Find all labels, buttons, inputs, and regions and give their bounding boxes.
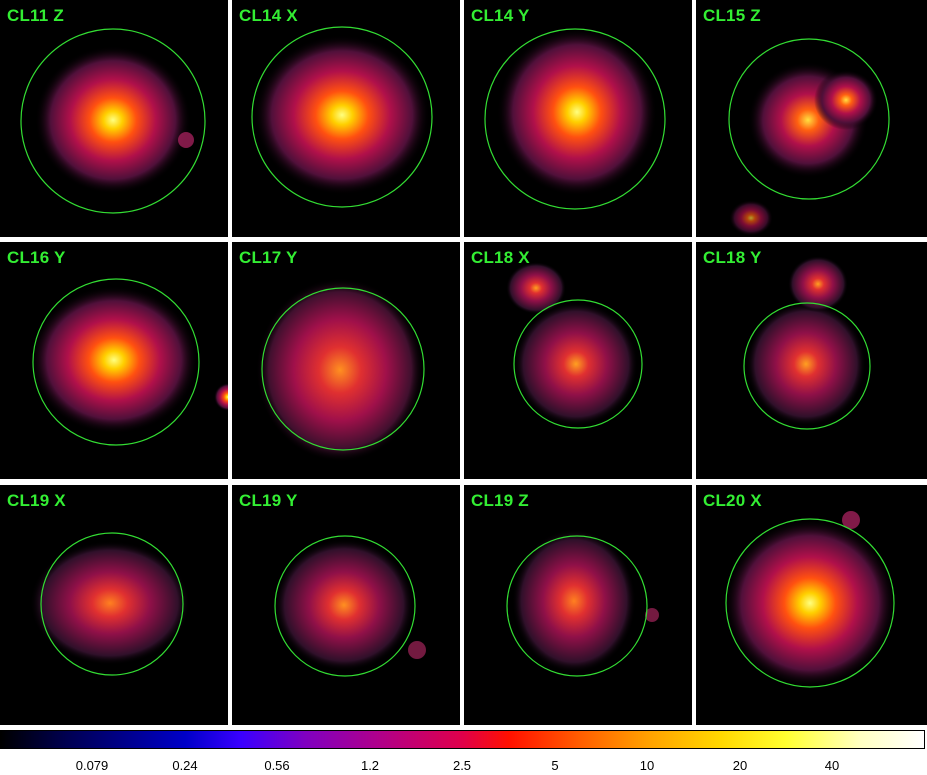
cluster-image — [728, 38, 890, 236]
aperture-circle — [743, 302, 871, 430]
source-blob — [506, 262, 566, 314]
colorbar-tick: 1.2 — [360, 758, 380, 773]
cluster-emission — [256, 278, 424, 462]
aperture-circle — [20, 28, 206, 214]
cluster-emission-secondary — [814, 70, 878, 130]
cluster-emission — [254, 35, 430, 195]
panel-cl18-y: CL18 Y — [696, 242, 927, 479]
cluster-image — [484, 28, 666, 210]
colorbar — [0, 730, 925, 749]
panel-cl15-z: CL15 Z — [696, 0, 927, 237]
colorbar-tick: 10 — [639, 758, 655, 773]
colorbar-tick: 2.5 — [452, 758, 472, 773]
cluster-image — [506, 529, 659, 677]
aperture-circle — [506, 535, 648, 677]
cluster-emission — [512, 529, 636, 673]
source-blob — [842, 511, 860, 529]
panel-label: CL14 X — [239, 6, 298, 25]
panel-cl18-x: CL18 X — [464, 242, 692, 479]
panel-cl19-x: CL19 X — [0, 485, 228, 725]
cluster-image — [30, 278, 228, 446]
source-blob — [645, 608, 659, 622]
cluster-image — [274, 535, 426, 677]
cluster-emission — [30, 541, 190, 665]
panel-label: CL19 X — [7, 491, 66, 510]
panel-cl19-y: CL19 Y — [232, 485, 460, 725]
colorbar-tick: 40 — [824, 758, 840, 773]
cluster-image — [724, 511, 896, 688]
aperture-circle — [728, 38, 890, 200]
aperture-circle — [261, 287, 425, 451]
aperture-circle — [513, 299, 643, 429]
panel-label: CL15 Z — [703, 6, 761, 25]
colorbar-tick: 0.079 — [75, 758, 109, 773]
aperture-circle — [251, 26, 433, 208]
cluster-emission — [274, 539, 414, 671]
cluster-image — [20, 28, 206, 214]
panel-label: CL18 Y — [703, 248, 762, 267]
source-blob — [729, 200, 773, 236]
source-blob — [408, 641, 426, 659]
cluster-emission — [30, 286, 198, 434]
cluster-image — [256, 278, 425, 462]
panel-cl17-y: CL17 Y — [232, 242, 460, 479]
cluster-emission — [746, 302, 866, 426]
colorbar-tick: 0.24 — [172, 758, 198, 773]
panel-label: CL17 Y — [239, 248, 298, 267]
aperture-circle — [725, 518, 895, 688]
colorbar-tick: 20 — [732, 758, 748, 773]
cluster-image — [251, 26, 433, 208]
panel-cl20-x: CL20 X — [696, 485, 927, 725]
cluster-emission — [35, 46, 191, 194]
cluster-image — [506, 262, 643, 429]
cluster-image — [743, 256, 871, 430]
source-blob — [178, 132, 194, 148]
panel-cl16-y: CL16 Y — [0, 242, 228, 479]
panel-label: CL14 Y — [471, 6, 530, 25]
cluster-emission — [514, 302, 638, 426]
panel-cl14-y: CL14 Y — [464, 0, 692, 237]
aperture-circle — [274, 535, 416, 677]
panel-label: CL19 Z — [471, 491, 529, 510]
cluster-image — [30, 532, 190, 676]
aperture-circle — [32, 278, 200, 446]
colorbar-tick: 5 — [551, 758, 559, 773]
cluster-emission — [497, 28, 657, 196]
aperture-circle — [40, 532, 184, 676]
panel-grid: CL11 Z CL14 X CL14 Y CL15 Z CL16 Y — [0, 0, 927, 725]
panel-label: CL19 Y — [239, 491, 298, 510]
panel-cl14-x: CL14 X — [232, 0, 460, 237]
colorbar-tick: 0.56 — [264, 758, 290, 773]
cluster-emission — [724, 519, 896, 687]
source-blob — [214, 383, 228, 411]
source-blob — [788, 256, 848, 312]
panel-cl19-z: CL19 Z — [464, 485, 692, 725]
panel-label: CL11 Z — [7, 6, 64, 25]
panel-label: CL18 X — [471, 248, 530, 267]
panel-cl11-z: CL11 Z — [0, 0, 228, 237]
aperture-circle — [484, 28, 666, 210]
panel-label: CL16 Y — [7, 248, 66, 267]
panel-label: CL20 X — [703, 491, 762, 510]
